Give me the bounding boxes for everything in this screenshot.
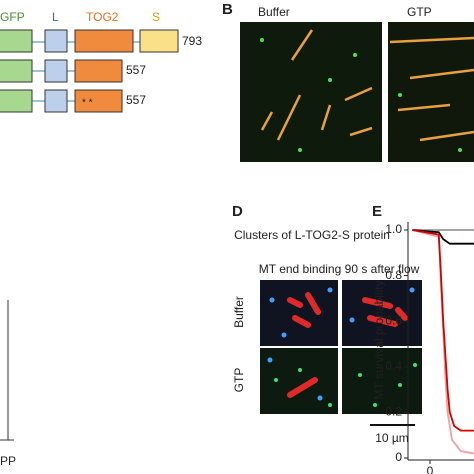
- y-tick-label: 0.2: [385, 405, 402, 419]
- column-label: MT end binding: [259, 262, 342, 276]
- micrographs-d: [260, 280, 422, 426]
- domain-l: L: [52, 10, 59, 24]
- construct-length: 557: [126, 63, 146, 77]
- panel-label: E: [372, 203, 382, 220]
- scale-bar-label: 10 µm: [375, 431, 409, 445]
- axes-e: [407, 222, 474, 461]
- y-tick-label: 0.4: [385, 359, 402, 373]
- domain-gfp: GFP: [0, 10, 25, 24]
- y-tick-label: 0: [395, 450, 402, 464]
- y-tick-label: 0.8: [385, 268, 402, 282]
- survival-curve: [412, 229, 474, 432]
- survival-curve: [412, 229, 474, 245]
- construct-length: 793: [182, 34, 202, 48]
- axis-fragment: [0, 300, 14, 441]
- micrographs-b: [240, 22, 474, 162]
- row-label: Buffer: [232, 296, 246, 328]
- y-axis-label: MT survival probability: [372, 280, 386, 399]
- y-tick-label: 0.6: [385, 313, 402, 327]
- condition-label: GTP: [407, 5, 432, 19]
- column-label: 90 s after flow: [345, 262, 420, 276]
- condition-label: Buffer: [258, 5, 290, 19]
- row-label: GTP: [232, 368, 246, 393]
- domain-tog2: TOG2: [86, 10, 119, 24]
- domain-s: S: [152, 10, 160, 24]
- axis-fragment-label: PP: [0, 454, 16, 468]
- construct-diagrams: [0, 29, 179, 113]
- construct-length: 557: [126, 93, 146, 107]
- mutation-marks: * *: [82, 98, 93, 109]
- y-tick-label: 1.0: [385, 222, 402, 236]
- panel-title: Clusters of L-TOG2-S protein: [234, 228, 390, 242]
- panel-label: B: [222, 1, 233, 18]
- panel-label: D: [232, 203, 243, 220]
- x-tick-label: 0: [427, 464, 434, 474]
